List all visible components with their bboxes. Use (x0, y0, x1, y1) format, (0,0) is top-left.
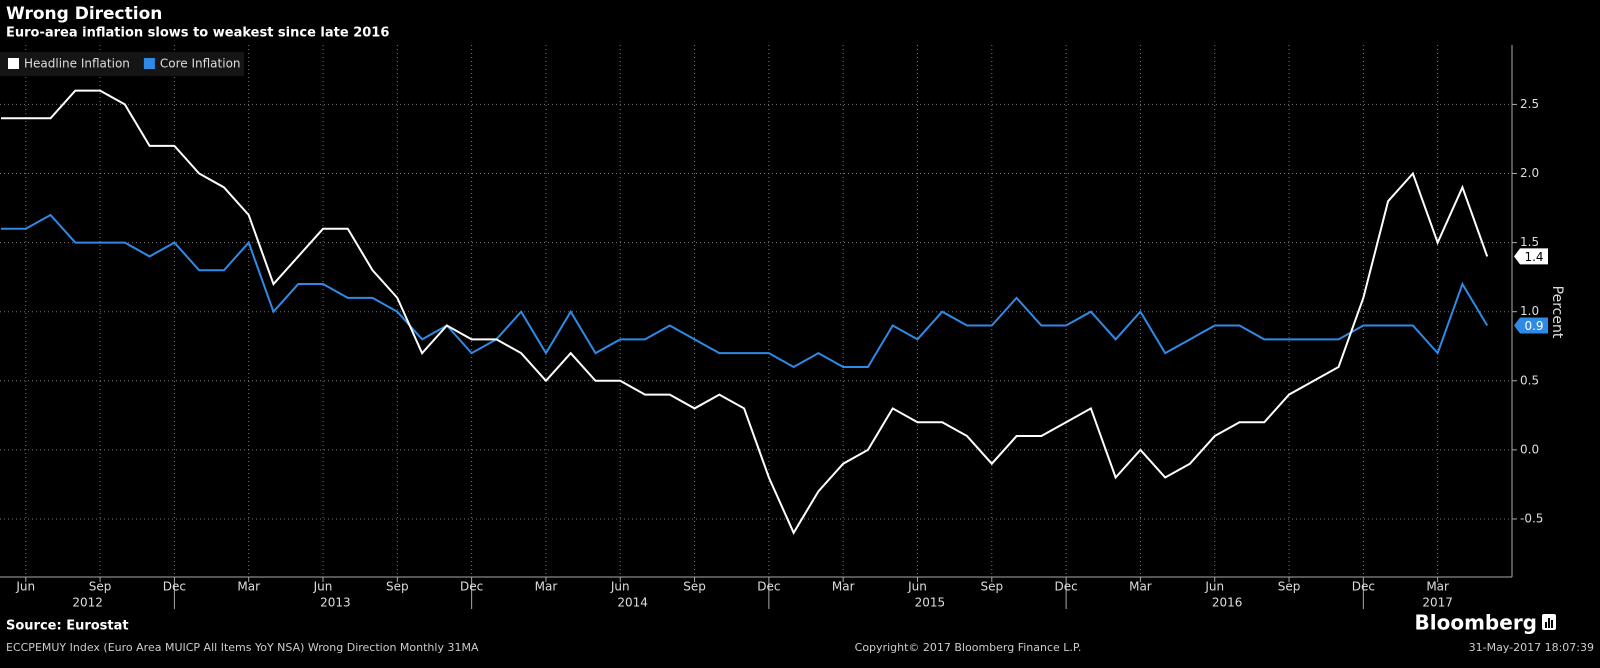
x-tick-label: Mar (1129, 580, 1152, 594)
x-tick-label: Dec (1352, 580, 1375, 594)
x-tick-label: Sep (1278, 580, 1301, 594)
x-tick-label: Sep (980, 580, 1003, 594)
x-year-label: 2014 (617, 596, 648, 610)
x-tick-label: Sep (386, 580, 409, 594)
y-tick-label: 0.5 (1520, 373, 1539, 387)
chart-title: Wrong Direction (6, 4, 162, 24)
series-line (1, 89, 1489, 535)
x-tick-label: Jun (907, 580, 927, 594)
x-tick-label: Dec (460, 580, 483, 594)
x-tick-label: Sep (683, 580, 706, 594)
y-axis-label: Percent (1549, 286, 1565, 339)
x-tick-label: Jun (610, 580, 630, 594)
y-tick-label: 2.5 (1520, 97, 1539, 111)
footer-center: Copyright© 2017 Bloomberg Finance L.P. (855, 641, 1082, 654)
last-value-tag (1514, 248, 1548, 265)
legend-label: Core Inflation (160, 57, 241, 71)
brand: Bloomberg (1415, 611, 1537, 635)
x-year-label: 2013 (320, 596, 351, 610)
x-tick-label: Jun (313, 580, 333, 594)
x-year-label: 2016 (1212, 596, 1243, 610)
x-tick-label: Mar (832, 580, 855, 594)
source: Source: Eurostat (6, 619, 129, 634)
last-value-label: 0.9 (1524, 319, 1543, 333)
last-value-label: 1.4 (1524, 250, 1543, 264)
x-tick-label: Dec (163, 580, 186, 594)
footer-right: 31-May-2017 18:07:39 (1469, 641, 1594, 654)
x-tick-label: Jun (1204, 580, 1224, 594)
y-tick-label: -0.5 (1520, 511, 1543, 525)
brand-icon (1542, 614, 1556, 630)
x-tick-label: Mar (237, 580, 260, 594)
x-tick-label: Mar (535, 580, 558, 594)
x-tick-label: Sep (89, 580, 112, 594)
y-tick-label: 0.0 (1520, 442, 1539, 456)
legend-swatch (143, 58, 155, 69)
legend-label: Headline Inflation (24, 57, 130, 71)
x-year-label: 2012 (72, 596, 103, 610)
legend-swatch (8, 58, 19, 69)
x-tick-label: Dec (757, 580, 780, 594)
legend: Headline Inflation Core Inflation (0, 52, 244, 76)
y-tick-label: 1.5 (1520, 235, 1539, 249)
x-year-label: 2017 (1422, 596, 1453, 610)
series-line (1, 213, 1489, 369)
y-tick-label: 1.0 (1520, 304, 1539, 318)
last-value-tag (1514, 317, 1548, 334)
y-tick-label: 2.0 (1520, 166, 1539, 180)
x-tick-label: Dec (1054, 580, 1077, 594)
x-tick-label: Mar (1426, 580, 1449, 594)
x-year-label: 2015 (915, 596, 946, 610)
x-tick-label: Jun (15, 580, 35, 594)
footer-left: ECCPEMUY Index (Euro Area MUICP All Item… (6, 641, 479, 654)
legend-bg (0, 52, 244, 76)
chart-subtitle: Euro-area inflation slows to weakest sin… (6, 26, 389, 41)
